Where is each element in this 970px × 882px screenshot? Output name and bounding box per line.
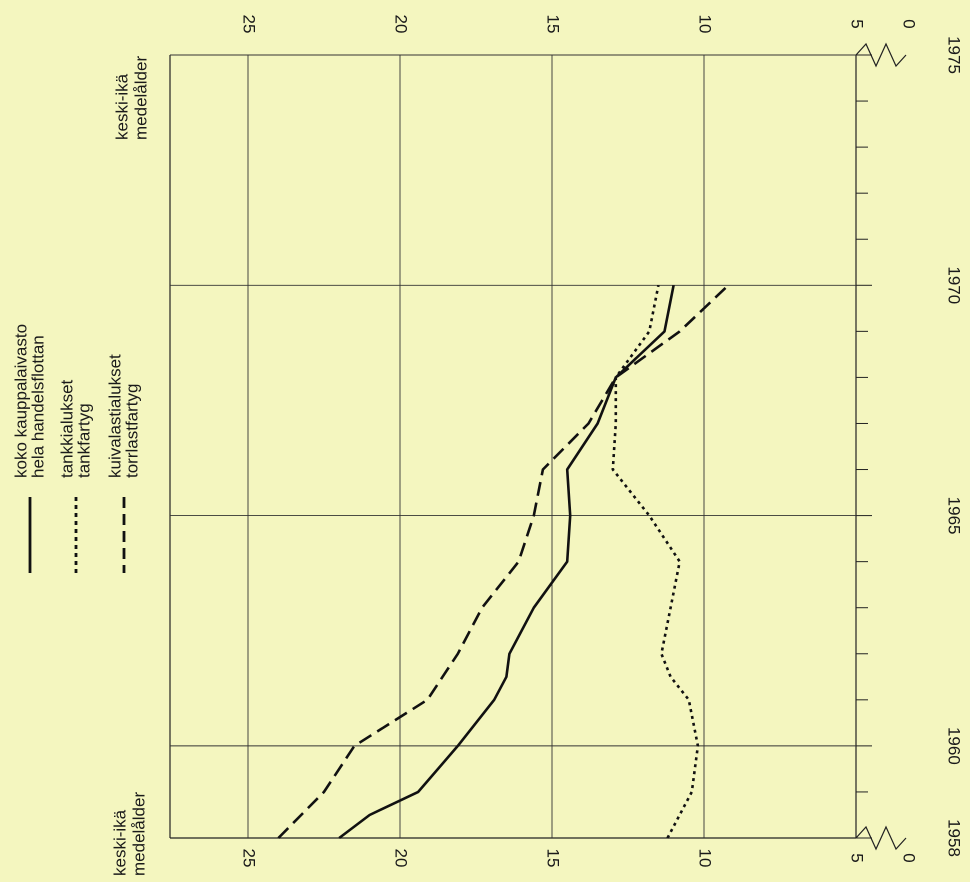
y-tick-label-bottom: 10 xyxy=(696,849,715,868)
grid xyxy=(169,42,907,851)
series-line-dotted xyxy=(611,285,700,839)
y-tick-label-bottom: 5 xyxy=(848,853,867,862)
legend-label: tankfartyg xyxy=(74,403,93,478)
legend-label: kuivalastialukset xyxy=(105,354,124,478)
x-tick-label: 1975 xyxy=(945,36,964,74)
axis-title-bottom: medelålder xyxy=(129,792,148,876)
y-tick-label-bottom: 15 xyxy=(544,849,563,868)
axis-title-top: keski-ikä xyxy=(112,73,131,140)
y-tick-label-bottom: 20 xyxy=(392,849,411,868)
y-tick-label-top: 15 xyxy=(544,15,563,34)
axis-break xyxy=(855,42,907,68)
legend-label: hela handelsflottan xyxy=(28,335,47,478)
x-tick-label: 1958 xyxy=(945,819,964,857)
y-tick-label-bottom: 0 xyxy=(900,853,919,862)
x-tick-label: 1965 xyxy=(945,497,964,535)
y-tick-label-bottom: 25 xyxy=(240,849,259,868)
tick-labels: 25 25 20 20 15 15 10 10 5 5 0 0 1958 1960 1965 1970 1975 xyxy=(240,15,964,868)
legend-label: koko kauppalaivasto xyxy=(11,324,30,478)
series-lines xyxy=(277,284,730,840)
series-line-dashed xyxy=(277,284,730,839)
y-tick-label-top: 0 xyxy=(900,19,919,28)
legend-label: tankkialukset xyxy=(57,379,76,478)
y-tick-label-top: 20 xyxy=(392,15,411,34)
y-tick-label-top: 5 xyxy=(848,19,867,28)
axis-break xyxy=(855,825,907,851)
x-tick-label: 1970 xyxy=(945,266,964,304)
axis-title-top: medelålder xyxy=(131,56,150,140)
axis-title-bottom: keski-ikä xyxy=(110,809,129,876)
x-tick-label: 1960 xyxy=(945,727,964,765)
y-tick-label-top: 10 xyxy=(696,15,715,34)
legend-label: torrlastfartyg xyxy=(122,384,141,478)
y-tick-label-top: 25 xyxy=(240,15,259,34)
series-line-solid xyxy=(338,285,675,840)
